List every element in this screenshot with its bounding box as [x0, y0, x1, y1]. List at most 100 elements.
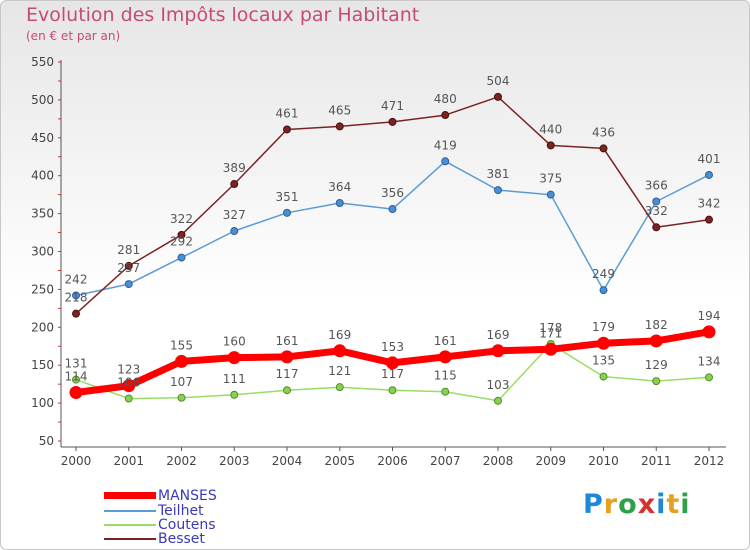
legend-swatch-besset	[104, 537, 156, 540]
data-point-teilhet	[72, 291, 80, 300]
data-label-besset: 389	[223, 161, 246, 175]
data-label-coutens: 131	[65, 357, 88, 371]
data-point-coutens	[72, 375, 80, 384]
data-point-coutens	[124, 394, 133, 403]
logo-letter: r	[603, 489, 619, 520]
y-tick-label: 350	[31, 207, 54, 221]
data-label-besset: 436	[592, 125, 615, 139]
data-point-coutens	[494, 396, 502, 405]
x-tick-label: 2005	[324, 454, 355, 468]
legend-label-manses: MANSES	[158, 487, 217, 504]
data-label-teilhet: 292	[170, 235, 193, 249]
data-label-teilhet: 364	[328, 180, 351, 194]
data-point-coutens	[599, 372, 608, 381]
data-label-coutens: 134	[698, 354, 721, 368]
x-tick-label: 2000	[61, 454, 92, 468]
legend-swatch-teilhet	[104, 509, 156, 512]
data-label-manses: 169	[328, 328, 351, 342]
data-point-coutens	[335, 383, 344, 392]
data-label-teilhet: 366	[645, 178, 668, 192]
data-label-manses: 123	[117, 363, 140, 377]
legend-item-teilhet: Teilhet	[104, 502, 204, 519]
data-label-coutens: 129	[645, 358, 668, 372]
data-label-coutens: 178	[539, 321, 562, 335]
data-label-manses: 114	[65, 369, 88, 383]
data-label-besset: 218	[65, 291, 88, 305]
data-label-manses: 182	[645, 318, 668, 332]
data-point-manses	[280, 350, 294, 364]
y-tick-label: 550	[31, 55, 54, 69]
x-tick-label: 2010	[588, 454, 619, 468]
y-tick-label: 150	[31, 358, 54, 372]
y-tick-label: 500	[31, 93, 54, 107]
data-point-teilhet	[177, 253, 186, 262]
data-point-teilhet	[705, 170, 713, 179]
logo-letter: t	[666, 489, 681, 520]
data-point-manses	[333, 344, 347, 358]
data-label-manses: 160	[223, 335, 246, 349]
data-point-manses	[702, 325, 716, 339]
x-tick-label: 2006	[377, 454, 408, 468]
x-tick-label: 2012	[694, 454, 725, 468]
data-point-manses	[544, 342, 558, 356]
data-label-coutens: 115	[434, 369, 457, 383]
data-label-manses: 171	[539, 326, 562, 340]
legend-swatch-coutens	[104, 523, 156, 526]
logo-letter: P	[583, 489, 604, 520]
data-label-coutens: 117	[381, 367, 404, 381]
data-label-besset: 465	[328, 103, 351, 117]
y-tick-label: 100	[31, 396, 54, 410]
data-point-manses	[175, 354, 188, 368]
x-tick-label: 2003	[219, 454, 250, 468]
x-tick-label: 2008	[483, 454, 514, 468]
data-point-besset	[388, 117, 397, 126]
data-label-besset: 504	[487, 74, 510, 88]
data-point-besset	[599, 144, 608, 153]
y-tick-label: 450	[31, 131, 54, 145]
data-point-teilhet	[283, 208, 291, 217]
legend-item-coutens: Coutens	[104, 516, 216, 533]
data-label-besset: 342	[698, 197, 721, 211]
data-label-besset: 440	[539, 122, 562, 136]
data-label-teilhet: 375	[539, 172, 562, 186]
x-tick-label: 2004	[272, 454, 303, 468]
data-label-teilhet: 242	[65, 272, 88, 286]
y-tick-label: 250	[31, 282, 54, 296]
data-point-manses	[491, 344, 505, 358]
logo-letter: i	[656, 489, 667, 520]
legend-label-teilhet: Teilhet	[158, 502, 204, 519]
data-label-coutens: 135	[592, 354, 615, 368]
data-point-manses	[227, 351, 241, 365]
x-tick-label: 2011	[641, 454, 672, 468]
data-point-manses	[597, 336, 610, 350]
data-label-manses: 161	[434, 334, 457, 348]
data-label-teilhet: 249	[592, 267, 615, 281]
chart-title: Evolution des Impôts locaux par Habitant	[26, 4, 420, 26]
data-point-besset	[124, 261, 133, 270]
data-point-coutens	[441, 387, 450, 396]
data-label-coutens: 111	[223, 372, 246, 386]
y-tick-label: 200	[31, 320, 54, 334]
x-tick-label: 2009	[535, 454, 566, 468]
data-label-manses: 194	[698, 309, 721, 323]
data-point-teilhet	[494, 186, 502, 195]
data-point-teilhet	[441, 157, 450, 166]
data-point-besset	[546, 141, 555, 150]
x-tick-label: 2001	[113, 454, 144, 468]
data-point-coutens	[283, 386, 291, 395]
data-point-besset	[705, 215, 713, 224]
data-point-coutens	[230, 390, 239, 399]
data-point-coutens	[177, 393, 186, 402]
data-point-manses	[386, 356, 399, 370]
data-label-teilhet: 401	[698, 152, 721, 166]
data-point-manses	[649, 334, 663, 348]
data-point-manses	[69, 385, 83, 399]
data-point-besset	[283, 125, 291, 134]
legend-label-coutens: Coutens	[158, 516, 216, 533]
data-label-manses: 161	[276, 334, 299, 348]
data-point-teilhet	[335, 198, 344, 207]
logo-letter: i	[680, 489, 691, 520]
data-point-coutens	[705, 373, 713, 382]
legend-swatch-manses	[104, 492, 156, 499]
data-label-manses: 179	[592, 320, 615, 334]
